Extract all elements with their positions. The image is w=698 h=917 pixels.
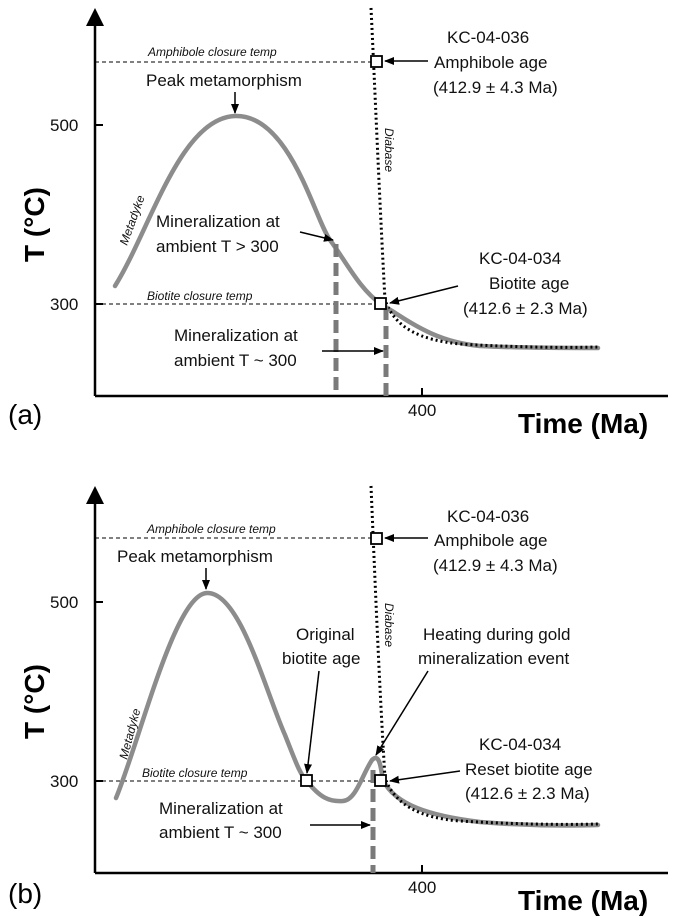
x-tick-label-400: 400 <box>408 401 436 420</box>
biot-sample-desc: Reset biotite age <box>465 760 593 779</box>
biotite-age-marker <box>374 297 387 310</box>
metadyke-label: Metadyke <box>117 193 148 247</box>
biotite-closure-label: Biotite closure temp <box>147 289 253 303</box>
biot-sample-age: (412.6 ± 2.3 Ma) <box>465 784 590 803</box>
y-axis-title: T (°C) <box>19 187 50 262</box>
x-axis-title: Time (Ma) <box>518 408 648 439</box>
panel-b: 500 300 400 T (°C) Time (Ma) (b) Amphibo… <box>8 485 668 916</box>
mineralization-eq300-line2: ambient T ~ 300 <box>174 351 297 370</box>
mineralization-eq300-line1: Mineralization at <box>159 799 283 818</box>
diabase-line <box>369 485 599 826</box>
original-biotite-line2: biotite age <box>282 649 360 668</box>
panel-a: 500 300 400 T (°C) Time (Ma) (a) Amphibo… <box>8 7 668 439</box>
diabase-line <box>369 7 599 349</box>
panel-letter-b: (b) <box>8 878 42 909</box>
biot-sample-arrow <box>389 770 461 784</box>
amph-sample-id: KC-04-036 <box>447 507 529 526</box>
biot-sample-id: KC-04-034 <box>479 735 561 754</box>
amph-sample-age: (412.9 ± 4.3 Ma) <box>433 556 558 575</box>
metadyke-curve <box>113 590 601 828</box>
amphibole-closure-label: Amphibole closure temp <box>147 45 277 59</box>
y-axis-arrowhead <box>86 486 104 504</box>
heating-line1: Heating during gold <box>423 625 570 644</box>
x-tick-label-400: 400 <box>408 878 436 897</box>
amph-sample-id: KC-04-036 <box>447 28 529 47</box>
peak-metamorphism-label: Peak metamorphism <box>117 547 273 566</box>
heating-arrow <box>375 670 429 756</box>
mineralization-gt300-line1: Mineralization at <box>156 212 280 231</box>
heating-line2: mineralization event <box>418 649 569 668</box>
amphibole-age-marker <box>370 532 383 545</box>
y-axis-title: T (°C) <box>19 664 50 739</box>
reset-biotite-age-marker <box>374 774 387 787</box>
amph-sample-desc: Amphibole age <box>434 531 547 550</box>
biot-sample-id: KC-04-034 <box>479 249 561 268</box>
biot-sample-arrow <box>389 285 459 305</box>
peak-metamorphism-label: Peak metamorphism <box>146 71 302 90</box>
y-tick-label-300: 300 <box>50 295 78 314</box>
panel-letter-a: (a) <box>8 399 42 430</box>
diabase-label: Diabase <box>382 128 396 172</box>
y-axis-arrowhead <box>86 8 104 26</box>
amph-sample-desc: Amphibole age <box>434 53 547 72</box>
original-biotite-arrow <box>304 670 320 774</box>
mineralization-gt300-line2: ambient T > 300 <box>156 237 279 256</box>
mineralization-gt300-arrow <box>299 231 334 242</box>
biot-sample-desc: Biotite age <box>489 274 569 293</box>
y-tick-label-500: 500 <box>50 116 78 135</box>
diabase-label: Diabase <box>382 603 396 647</box>
mineralization-eq300-line2: ambient T ~ 300 <box>159 823 282 842</box>
original-biotite-age-marker <box>300 774 313 787</box>
biot-sample-age: (412.6 ± 2.3 Ma) <box>463 299 588 318</box>
amphibole-closure-label: Amphibole closure temp <box>146 522 276 536</box>
original-biotite-line1: Original <box>296 625 355 644</box>
mineralization-eq300-line1: Mineralization at <box>174 326 298 345</box>
y-tick-label-500: 500 <box>50 593 78 612</box>
y-tick-label-300: 300 <box>50 772 78 791</box>
x-axis-title: Time (Ma) <box>518 885 648 916</box>
amph-sample-age: (412.9 ± 4.3 Ma) <box>433 78 558 97</box>
amphibole-age-marker <box>370 55 383 68</box>
biotite-closure-label: Biotite closure temp <box>142 766 248 780</box>
